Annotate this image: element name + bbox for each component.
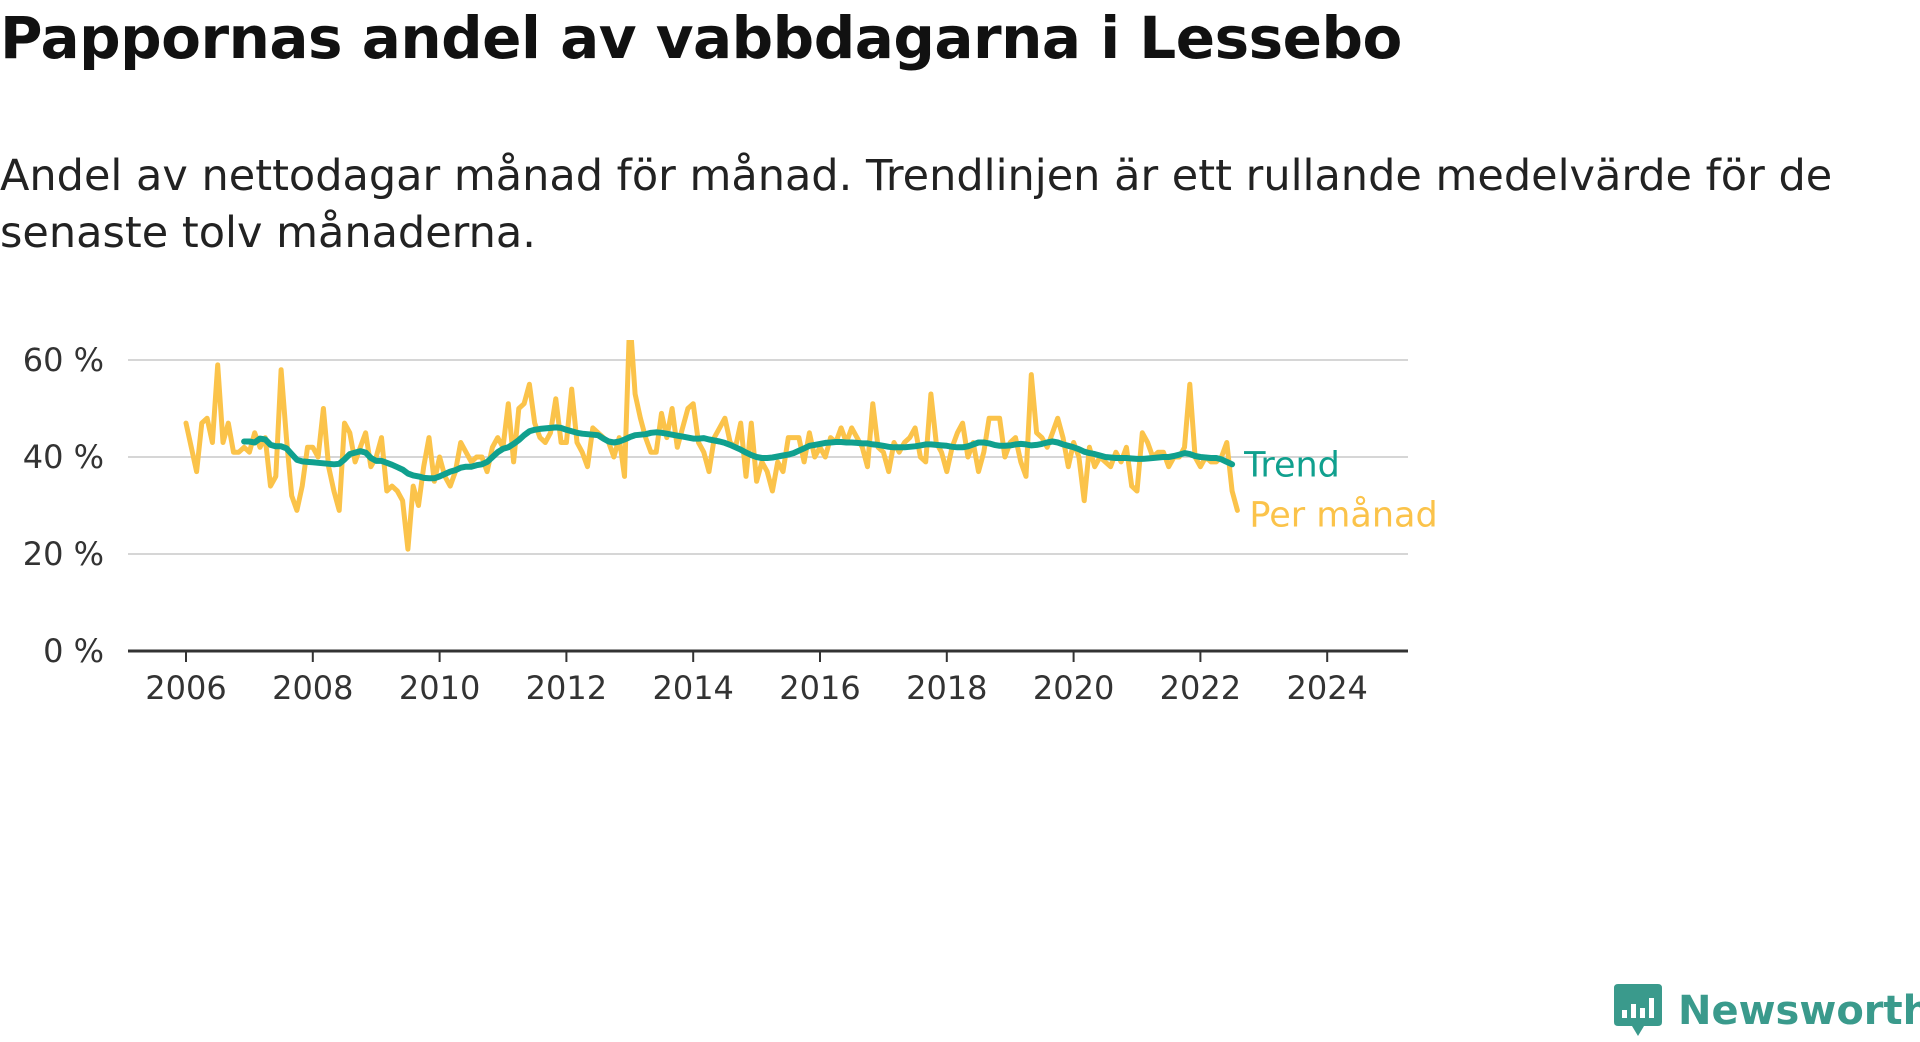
- x-tick-label: 2012: [526, 669, 607, 707]
- y-tick-label: 20 %: [23, 535, 104, 573]
- x-tick-label: 2022: [1160, 669, 1241, 707]
- brand-logo: Newsworthy: [1612, 980, 1920, 1042]
- x-tick-label: 2006: [145, 669, 226, 707]
- line-chart: 0 % 20 % 40 % 60 % 2006 2008 2010 2012 2014 2016…: [23, 340, 1438, 707]
- chart-subtitle: Andel av nettodagar månad för månad. Tre…: [0, 151, 1833, 258]
- x-tick-label: 2008: [272, 669, 353, 707]
- y-axis-labels: 0 % 20 % 40 % 60 %: [23, 341, 104, 670]
- x-tick-label: 2016: [779, 669, 860, 707]
- series-lines: [183, 340, 1240, 552]
- trend-line: [241, 424, 1236, 482]
- monthly-label: Per månad: [1249, 494, 1437, 535]
- x-tick-label: 2024: [1286, 669, 1367, 707]
- monthly-line: [183, 340, 1240, 552]
- x-tick-label: 2010: [399, 669, 480, 707]
- trend-label: Trend: [1243, 445, 1340, 485]
- x-tick-label: 2018: [906, 669, 987, 707]
- x-tick-label: 2020: [1033, 669, 1114, 707]
- series-labels: Per månad Trend: [1243, 445, 1438, 535]
- brand-name: Newsworthy: [1678, 988, 1920, 1034]
- y-tick-label: 60 %: [23, 341, 104, 379]
- x-tick-label: 2014: [652, 669, 733, 707]
- x-axis: 2006 2008 2010 2012 2014 2016 2018 2020 2022 2024: [128, 649, 1408, 707]
- y-tick-label: 40 %: [23, 438, 104, 476]
- newsworthy-logo-icon: [1614, 984, 1662, 1036]
- y-tick-label: 0 %: [43, 632, 104, 670]
- chart-title: Pappornas andel av vabbdagarna i Lessebo: [0, 4, 1402, 72]
